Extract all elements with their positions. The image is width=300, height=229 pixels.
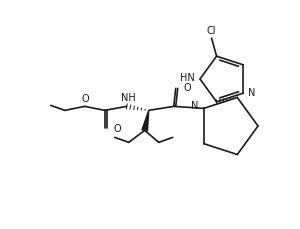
Text: O: O — [184, 83, 191, 93]
Text: N: N — [248, 88, 256, 98]
Polygon shape — [142, 111, 149, 131]
Text: O: O — [82, 94, 89, 104]
Text: HN: HN — [180, 73, 195, 83]
Text: N: N — [191, 101, 199, 111]
Text: Cl: Cl — [207, 26, 216, 36]
Text: NH: NH — [122, 93, 136, 103]
Text: O: O — [114, 124, 122, 134]
